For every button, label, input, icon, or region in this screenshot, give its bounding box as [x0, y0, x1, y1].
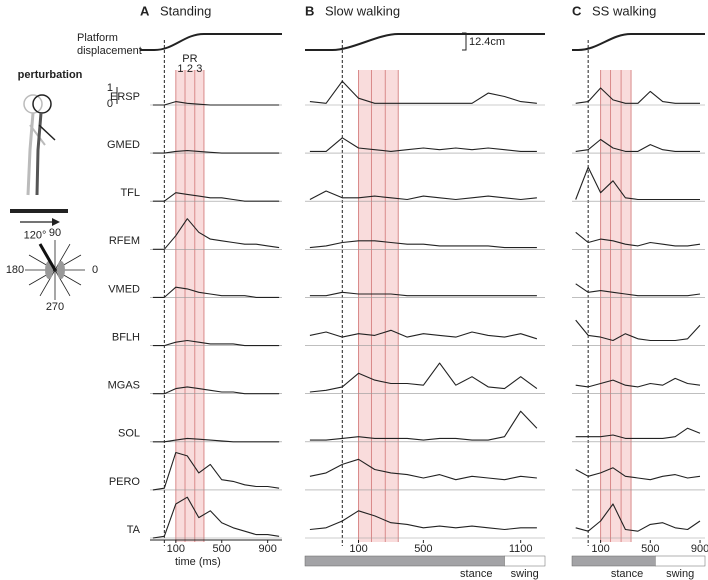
emg-trace — [152, 451, 280, 491]
muscle-label: MGAS — [108, 380, 140, 392]
emg-trace — [309, 362, 538, 393]
emg-trace — [152, 218, 280, 250]
platform-curve — [305, 33, 545, 51]
emg-trace — [152, 386, 280, 395]
direction-label: 0 — [92, 264, 98, 276]
panel-letter: C — [572, 3, 582, 18]
emg-trace — [575, 467, 701, 481]
direction-label: 270 — [46, 301, 64, 313]
emg-trace — [309, 80, 537, 104]
emg-trace — [152, 339, 280, 347]
panel-letter: A — [140, 3, 150, 18]
scale-label: 0 — [107, 98, 113, 110]
x-tick-label: 500 — [213, 543, 231, 555]
foot — [57, 261, 65, 279]
time-label: time (ms) — [175, 556, 221, 568]
stance-label: stance — [611, 568, 643, 580]
emg-trace — [152, 286, 280, 298]
direction-label: 90 — [49, 227, 61, 239]
muscle-label: VMED — [108, 283, 140, 295]
emg-trace — [575, 283, 701, 297]
emg-trace — [309, 329, 538, 340]
pr-window — [358, 70, 399, 542]
muscle-label: GMED — [107, 139, 140, 151]
emg-trace — [575, 138, 700, 152]
emg-trace — [152, 437, 280, 443]
highlight-label: 120° — [24, 229, 47, 241]
muscle-label: ERSP — [110, 91, 140, 103]
emg-trace — [575, 87, 700, 104]
x-tick-label: 100 — [349, 543, 367, 555]
emg-trace — [309, 291, 537, 297]
swing-label: swing — [511, 568, 539, 580]
emg-trace — [575, 427, 701, 439]
pr-number: 2 — [187, 63, 193, 75]
emg-trace — [309, 240, 537, 249]
emg-trace — [575, 377, 701, 388]
x-tick-label: 100 — [167, 543, 185, 555]
emg-trace — [575, 503, 701, 532]
displacement-scale: 12.4cm — [469, 36, 505, 48]
platform-curve — [572, 33, 705, 51]
platform-label: Platform — [77, 32, 118, 44]
emg-trace — [309, 410, 538, 441]
pr-window — [175, 70, 204, 542]
direction-label: 180 — [6, 264, 24, 276]
muscle-label: PERO — [109, 476, 141, 488]
muscle-label: TFL — [120, 187, 140, 199]
muscle-label: SOL — [118, 428, 140, 440]
panel-title: Slow walking — [325, 3, 400, 18]
pr-number: 3 — [196, 63, 202, 75]
highlight-arrow — [38, 243, 57, 271]
muscle-label: RFEM — [109, 235, 140, 247]
muscle-label: TA — [127, 524, 141, 536]
x-tick-label: 100 — [591, 543, 609, 555]
platform-label: displacement — [77, 45, 142, 57]
direction-diagram: 120° 90 180 0 270 — [6, 227, 98, 313]
emg-trace — [309, 190, 537, 201]
emg-trace — [152, 150, 280, 154]
emg-trace — [575, 319, 701, 342]
panel-title: SS walking — [592, 3, 656, 18]
pr-number: 1 — [177, 63, 183, 75]
panel-letter: B — [305, 3, 314, 18]
swing-label: swing — [666, 568, 694, 580]
swing-bar — [655, 555, 706, 567]
panel-title: Standing — [160, 3, 211, 18]
x-tick-label: 900 — [691, 543, 708, 555]
swing-bar — [504, 555, 546, 567]
stance-label: stance — [460, 568, 492, 580]
x-tick-label: 500 — [414, 543, 432, 555]
emg-trace — [152, 192, 280, 202]
muscle-label: BFLH — [112, 331, 140, 343]
stick-figure — [10, 94, 68, 226]
platform-curve — [140, 33, 282, 51]
emg-trace — [575, 166, 700, 201]
x-tick-label: 900 — [258, 543, 276, 555]
emg-trace — [152, 101, 280, 106]
stance-bar — [571, 555, 656, 567]
pr-label: PR — [182, 53, 197, 65]
emg-trace — [309, 137, 537, 152]
scale-label: 1 — [107, 82, 113, 94]
perturbation-label: perturbation — [18, 69, 83, 81]
emg-trace — [309, 458, 537, 481]
emg-trace — [309, 510, 537, 531]
x-tick-label: 500 — [641, 543, 659, 555]
emg-trace — [575, 231, 701, 247]
x-tick-label: 1100 — [509, 543, 533, 555]
stance-bar — [304, 555, 505, 567]
scale-bracket — [462, 32, 467, 51]
emg-trace — [152, 496, 280, 539]
